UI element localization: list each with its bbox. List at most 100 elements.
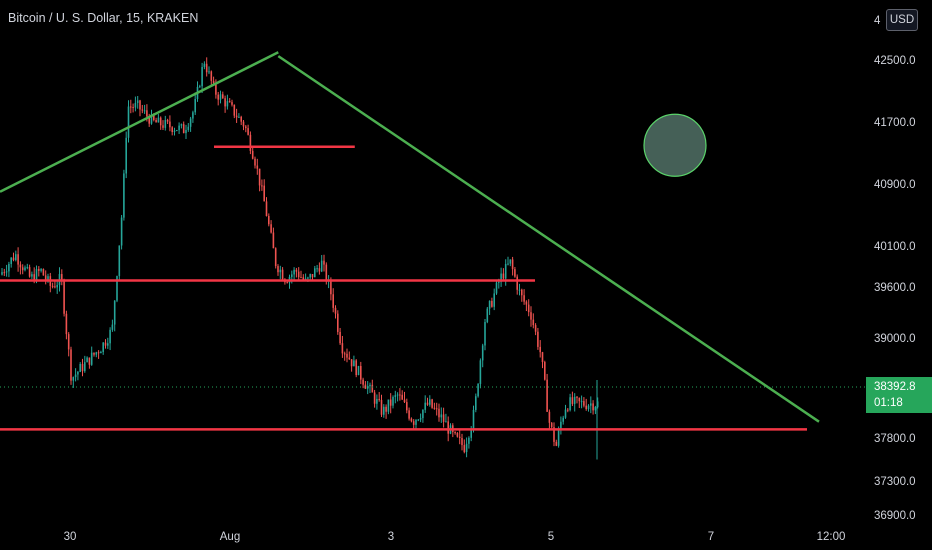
price-tick-label: 40900.0 — [874, 179, 916, 191]
candle-body — [304, 278, 307, 280]
candle-body — [316, 268, 318, 270]
candle-body — [493, 293, 495, 307]
candle-body — [373, 392, 376, 404]
candle-body — [12, 257, 15, 261]
candle-body — [578, 397, 581, 402]
candle-body — [318, 268, 321, 272]
candle-body — [28, 267, 31, 277]
candle-body — [40, 269, 42, 271]
candle-body — [79, 363, 81, 372]
candle-body — [592, 403, 594, 411]
price-axis[interactable]: 42500.0 41700.0 40900.0 40100.0 39600.0 39000… — [874, 55, 916, 522]
trendline — [0, 51, 279, 193]
candle-body — [235, 115, 238, 118]
candle-body — [507, 263, 509, 265]
candle-body — [463, 445, 466, 453]
candle-body — [537, 331, 539, 347]
candle-body — [509, 259, 512, 264]
candle-body — [84, 362, 86, 372]
candle-body — [481, 345, 484, 361]
candle-body — [251, 150, 254, 159]
candle-body — [576, 396, 578, 398]
candle-body — [334, 307, 337, 314]
candle-body — [479, 360, 482, 384]
time-tick-label: 7 — [708, 531, 714, 543]
candle-body — [102, 342, 104, 352]
circle-annotation[interactable] — [643, 113, 707, 177]
candle-body — [164, 120, 167, 128]
candle-body — [525, 301, 528, 305]
candle-body — [447, 421, 449, 434]
candle-body — [445, 421, 447, 423]
currency-button[interactable]: USD — [886, 9, 918, 31]
circle-shape — [643, 113, 707, 177]
candle-body — [100, 351, 102, 354]
candle-body — [339, 331, 341, 344]
candle-body — [240, 116, 242, 122]
candle-body — [141, 109, 144, 111]
candle-body — [362, 379, 364, 385]
candle-body — [192, 112, 194, 119]
candle-body — [396, 394, 399, 396]
candle-body — [553, 427, 555, 442]
candle-body — [254, 158, 256, 166]
candle-body — [256, 165, 259, 169]
candle-body — [590, 403, 592, 406]
candle-body — [171, 127, 173, 132]
price-tick-label: 36900.0 — [874, 510, 916, 522]
candle-body — [1, 272, 3, 275]
candle-body — [245, 126, 247, 129]
trendlines[interactable] — [0, 51, 820, 423]
candle-body — [323, 260, 325, 265]
bar-countdown: 01:18 — [874, 397, 903, 409]
candle-body — [544, 362, 546, 380]
candle-body — [153, 114, 155, 120]
candle-body — [380, 399, 383, 415]
candle-body — [47, 276, 49, 280]
candle-body — [426, 402, 429, 405]
candle-body — [15, 254, 17, 261]
candle-body — [189, 118, 192, 127]
candle-body — [104, 342, 107, 346]
time-tick-label: 5 — [548, 531, 554, 543]
candle-body — [555, 441, 558, 446]
candle-body — [217, 94, 219, 100]
candle-body — [376, 398, 378, 404]
candle-body — [169, 121, 171, 128]
candle-body — [309, 274, 311, 278]
candle-body — [371, 384, 374, 393]
candle-body — [19, 264, 22, 268]
time-axis[interactable]: 30 Aug 3 5 7 12:00 — [64, 531, 846, 543]
candle-body — [440, 414, 443, 418]
candle-body — [31, 274, 33, 277]
candle-body — [63, 281, 65, 314]
candle-body — [408, 410, 410, 419]
candle-body — [247, 128, 249, 135]
candle-body — [484, 322, 486, 346]
candle-body — [348, 357, 351, 360]
candle-body — [185, 129, 187, 134]
candle-body — [364, 384, 367, 389]
candle-body — [564, 409, 567, 418]
candle-body — [143, 110, 146, 112]
candle-body — [97, 352, 100, 354]
candle-body — [107, 343, 109, 346]
candle-body — [109, 329, 111, 344]
candle-body — [123, 173, 125, 218]
candle-body — [233, 104, 236, 116]
candle-body — [274, 248, 277, 267]
candle-body — [242, 121, 245, 127]
candle-body — [546, 379, 548, 412]
candle-body — [488, 300, 491, 309]
chart-title: Bitcoin / U. S. Dollar, 15, KRAKEN — [8, 11, 199, 25]
candle-body — [26, 267, 29, 269]
candle-body — [74, 374, 77, 378]
candle-body — [182, 124, 185, 134]
candle-body — [456, 433, 459, 437]
candle-body — [486, 308, 489, 323]
horizontal-levels[interactable] — [0, 145, 807, 431]
candle-body — [77, 371, 79, 375]
candle-body — [277, 266, 279, 273]
candle-body — [61, 274, 63, 282]
